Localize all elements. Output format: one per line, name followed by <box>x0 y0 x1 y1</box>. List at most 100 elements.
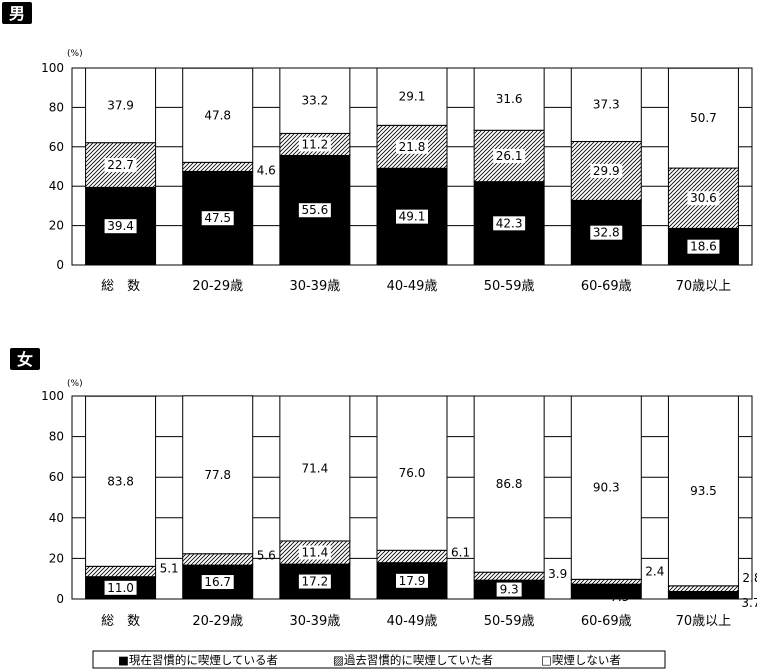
bar-segment-former <box>473 571 545 581</box>
data-label-bg <box>396 573 428 588</box>
bar-segment-never <box>570 67 642 142</box>
data-label-bg <box>493 148 526 163</box>
data-label-bg <box>590 225 623 240</box>
female-title: 女 <box>17 350 33 369</box>
bar-segment-never <box>182 67 254 163</box>
data-label-bg <box>687 191 720 206</box>
bar-segment-former <box>182 161 254 172</box>
data-label-never: 29.1 <box>399 90 426 104</box>
data-label-current: 47.5 <box>204 211 231 225</box>
bar-segment-never <box>85 67 157 144</box>
data-label-bg <box>396 209 428 224</box>
bar-segment-former <box>85 565 157 578</box>
data-label-former: 2.8 <box>742 571 757 585</box>
y-tick-label: 60 <box>49 140 64 154</box>
y-tick-label: 0 <box>56 258 64 272</box>
data-label-never: 90.3 <box>593 481 620 495</box>
bar-segment-former <box>667 585 739 592</box>
x-tick-label: 60-69歳 <box>581 279 632 294</box>
y-tick-label: 80 <box>49 430 64 444</box>
data-label-former: 4.6 <box>257 163 276 177</box>
data-label-current: 11.0 <box>107 581 134 595</box>
x-tick-label: 20-29歳 <box>192 279 243 294</box>
data-label-former: 21.8 <box>399 140 426 154</box>
x-tick-label: 70歳以上 <box>676 614 732 629</box>
data-label-never: 37.3 <box>593 98 620 112</box>
panel-male: 男 (%) 0 20 40 60 80 100 39.4 22.7 37.9 総 数 47.5 4.6… <box>2 2 753 294</box>
male-title: 男 <box>9 4 25 23</box>
data-label-bg <box>201 211 234 226</box>
data-label-former: 26.1 <box>496 149 523 163</box>
data-label-current: 17.2 <box>301 575 328 589</box>
x-tick-label: 60-69歳 <box>581 614 632 629</box>
data-label-bg <box>496 582 522 597</box>
data-label-former: 3.9 <box>548 567 567 581</box>
data-label-current: 7.3 <box>610 590 629 604</box>
data-label-bg <box>590 163 623 178</box>
bar-segment-former <box>376 124 448 169</box>
bar-segment-former <box>473 129 545 183</box>
bar-segment-former <box>570 578 642 585</box>
data-label-bg <box>201 575 234 590</box>
data-label-bg <box>104 580 137 595</box>
x-tick-label: 40-49歳 <box>387 614 438 629</box>
x-tick-label: 40-49歳 <box>387 279 438 294</box>
female-title-badge <box>10 348 40 370</box>
data-label-bg <box>493 216 526 231</box>
y-tick-label: 100 <box>41 389 64 403</box>
legend: ■現在習慣的に喫煙している者 ▨過去習慣的に喫煙していた者 □喫煙しない者 <box>92 650 666 669</box>
y-tick-label: 60 <box>49 470 64 484</box>
data-label-never: 76.0 <box>399 466 426 480</box>
bar-segment-never <box>570 395 642 580</box>
data-label-former: 5.6 <box>257 549 276 563</box>
bar-segment-current <box>667 590 739 600</box>
y-tick-label: 40 <box>49 179 64 193</box>
x-tick-label: 70歳以上 <box>676 279 732 294</box>
data-label-current: 3.7 <box>741 596 757 610</box>
data-label-current: 49.1 <box>399 210 426 224</box>
bar-segment-former <box>182 553 254 566</box>
data-label-current: 39.4 <box>107 219 134 233</box>
bar-segment-never <box>279 395 351 542</box>
data-label-never: 93.5 <box>690 484 717 498</box>
data-label-current: 18.6 <box>690 240 717 254</box>
panel-female: 女 (%) 0 20 40 60 80 100 11.0 5.1 83.8 総 数 16.7 5.6 7… <box>10 348 757 629</box>
x-tick-label: 20-29歳 <box>192 614 243 629</box>
male-title-badge <box>2 2 32 24</box>
data-label-never: 77.8 <box>204 468 231 482</box>
data-label-current: 9.3 <box>500 583 519 597</box>
female-plot-area: 0 20 40 60 80 100 11.0 5.1 83.8 総 数 16.7 5.6 77.8 20-… <box>41 389 757 629</box>
legend-item-former-smoker: ▨過去習慣的に喫煙していた者 <box>333 653 493 667</box>
data-label-former: 29.9 <box>593 164 620 178</box>
male-plot-area: 0 20 40 60 80 100 39.4 22.7 37.9 総 数 47.5 4.6 47.8 20… <box>41 61 753 294</box>
data-label-former: 30.6 <box>690 191 717 205</box>
data-label-never: 83.8 <box>107 474 134 488</box>
legend-box <box>92 650 666 669</box>
data-label-current: 16.7 <box>204 575 231 589</box>
data-label-bg <box>298 137 331 152</box>
bar-segment-never <box>667 67 739 169</box>
x-tick-label: 総 数 <box>101 614 140 629</box>
data-label-bg <box>396 139 428 154</box>
data-label-bg <box>298 545 331 560</box>
data-label-never: 47.8 <box>204 108 231 122</box>
bar-segment-never <box>182 395 254 555</box>
y-tick-label: 40 <box>49 511 64 525</box>
bar-segment-never <box>376 395 448 551</box>
legend-item-current-smoker: ■現在習慣的に喫煙している者 <box>118 653 278 667</box>
bar-segment-never <box>376 67 448 126</box>
data-label-bg <box>687 239 720 254</box>
data-label-former: 5.1 <box>160 561 179 575</box>
data-label-never: 37.9 <box>107 98 134 112</box>
data-label-former: 22.7 <box>107 158 134 172</box>
x-tick-label: 総 数 <box>101 279 140 294</box>
bar-segment-never <box>279 67 351 134</box>
bar-segment-former <box>376 549 448 564</box>
data-label-former: 2.4 <box>645 564 664 578</box>
data-label-current: 55.6 <box>301 203 328 217</box>
data-label-never: 33.2 <box>301 94 328 108</box>
y-tick-label: 100 <box>41 61 64 75</box>
male-unit-label: (%) <box>67 49 83 59</box>
bar-segment-never <box>85 395 157 567</box>
data-label-bg <box>104 158 137 173</box>
